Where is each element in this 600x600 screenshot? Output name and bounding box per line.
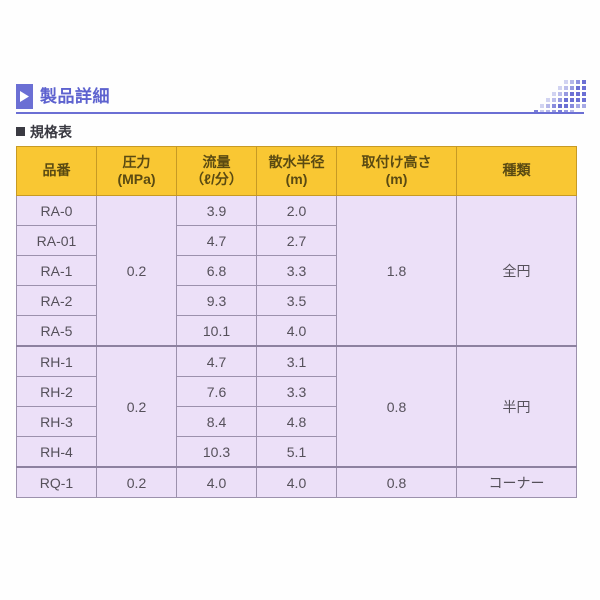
cell-radius: 4.8 [256, 406, 337, 437]
cell-flow: 6.8 [176, 255, 257, 286]
spec-table-container: 品番 圧力 (MPa) 流量 （ℓ/分） 散水半径 (m) [16, 146, 577, 498]
table-header: 品番 圧力 (MPa) 流量 （ℓ/分） 散水半径 (m) [16, 146, 577, 196]
column-header-type: 種類 [456, 146, 577, 196]
cell-mount-height: 0.8 [336, 345, 457, 468]
section-header: 製品詳細 [16, 80, 586, 116]
cell-flow: 4.0 [176, 466, 257, 498]
subsection-title: 規格表 [16, 122, 72, 142]
cell-flow: 10.1 [176, 315, 257, 347]
cell-mount-height: 0.8 [336, 466, 457, 498]
cell-radius: 2.7 [256, 225, 337, 256]
cell-radius: 3.1 [256, 345, 337, 377]
header-rule [16, 112, 584, 114]
column-header-model: 品番 [16, 146, 97, 196]
table-row: RA-5 10.1 4.0 [16, 315, 577, 347]
cell-type: 半円 [456, 345, 577, 468]
cell-flow: 8.4 [176, 406, 257, 437]
table-row: RQ-1 0.2 4.0 4.0 0.8 コーナー [16, 466, 577, 498]
cell-model: RA-1 [16, 255, 97, 286]
table-row: RA-2 9.3 3.5 [16, 285, 577, 316]
table-row: RA-0 0.2 3.9 2.0 1.8 全円 [16, 195, 577, 347]
table-body: RA-0 0.2 3.9 2.0 1.8 全円 RA-01 4.7 2.7 RA-1 6.8 3.3 R… [16, 195, 577, 498]
cell-flow: 4.7 [176, 345, 257, 377]
cell-radius: 3.3 [256, 255, 337, 286]
cell-mount-height: 1.8 [336, 195, 457, 347]
table-row: RA-01 4.7 2.7 [16, 225, 577, 256]
column-header-flow: 流量 （ℓ/分） [176, 146, 257, 196]
cell-pressure: 0.2 [96, 195, 177, 347]
cell-model: RA-01 [16, 225, 97, 256]
cell-radius: 2.0 [256, 195, 337, 226]
column-header-pressure: 圧力 (MPa) [96, 146, 177, 196]
page-title: 製品詳細 [40, 87, 110, 106]
cell-flow: 9.3 [176, 285, 257, 316]
play-marker-icon [16, 84, 33, 109]
cell-model: RA-0 [16, 195, 97, 226]
cell-radius: 5.1 [256, 436, 337, 468]
cell-model: RA-5 [16, 315, 97, 347]
cell-flow: 7.6 [176, 376, 257, 407]
cell-pressure: 0.2 [96, 466, 177, 498]
cell-flow: 3.9 [176, 195, 257, 226]
cell-model: RH-4 [16, 436, 97, 468]
subsection-title-label: 規格表 [30, 124, 72, 140]
table-row: RH-3 8.4 4.8 [16, 406, 577, 437]
cell-model: RH-3 [16, 406, 97, 437]
cell-model: RH-1 [16, 345, 97, 377]
cell-radius: 4.0 [256, 466, 337, 498]
cell-model: RH-2 [16, 376, 97, 407]
table-header-row: 品番 圧力 (MPa) 流量 （ℓ/分） 散水半径 (m) [16, 146, 577, 196]
column-header-radius: 散水半径 (m) [256, 146, 337, 196]
column-header-mount-height: 取付け高さ (m) [336, 146, 457, 196]
cell-radius: 3.5 [256, 285, 337, 316]
cell-model: RQ-1 [16, 466, 97, 498]
cell-radius: 4.0 [256, 315, 337, 347]
cell-radius: 3.3 [256, 376, 337, 407]
spec-table: 品番 圧力 (MPa) 流量 （ℓ/分） 散水半径 (m) [16, 146, 577, 498]
cell-flow: 4.7 [176, 225, 257, 256]
cell-model: RA-2 [16, 285, 97, 316]
cell-type: 全円 [456, 195, 577, 347]
cell-flow: 10.3 [176, 436, 257, 468]
table-row: RH-4 10.3 5.1 [16, 436, 577, 468]
table-row: RA-1 6.8 3.3 [16, 255, 577, 286]
cell-type: コーナー [456, 466, 577, 498]
cell-pressure: 0.2 [96, 345, 177, 468]
square-bullet-icon [16, 127, 25, 136]
table-row: RH-1 0.2 4.7 3.1 0.8 半円 [16, 345, 577, 468]
